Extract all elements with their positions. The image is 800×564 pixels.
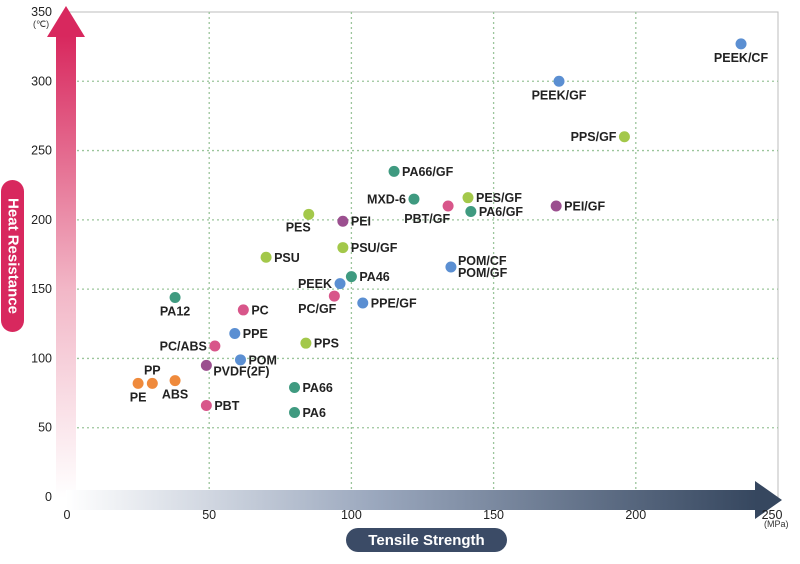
data-point-label: PA66 xyxy=(303,381,333,395)
axis-ticks: 0 50 100 150 200 250 300 350 0 50 100 150 200 250 xyxy=(31,5,782,522)
plot-frame xyxy=(66,11,779,498)
data-point-label: POM/CF xyxy=(458,254,507,268)
data-point-label: PBT xyxy=(214,399,239,413)
data-point-label: PE xyxy=(130,390,147,404)
data-point-label: PC/ABS xyxy=(160,339,207,353)
data-points: PEEK/CF PEEK/GF PPS/GF PA66/GF MXD-6 PES/GF PB… xyxy=(130,38,769,420)
data-point-label: PA66/GF xyxy=(402,165,454,179)
data-point xyxy=(229,327,241,339)
data-point xyxy=(388,165,400,177)
data-point-label: PA6/GF xyxy=(479,205,524,219)
data-point xyxy=(132,377,144,389)
data-point xyxy=(462,192,474,204)
data-point-label: PPS/GF xyxy=(571,130,617,144)
x-tick-label: 100 xyxy=(341,508,362,522)
data-point-label: PEEK/GF xyxy=(532,88,587,102)
data-point-label: PP xyxy=(144,363,161,377)
data-point xyxy=(200,400,212,412)
data-point xyxy=(408,193,420,205)
data-point-label: POM/GF xyxy=(458,266,508,280)
data-point xyxy=(289,406,301,418)
data-point-label: PA46 xyxy=(359,270,389,284)
data-point-label: PVDF(2F) xyxy=(213,364,269,378)
data-point xyxy=(237,304,249,316)
data-point xyxy=(234,354,246,366)
data-point-label: PES/GF xyxy=(476,191,522,205)
data-point-label: PPE/GF xyxy=(371,297,417,311)
y-tick-label: 350 xyxy=(31,5,52,19)
data-point xyxy=(200,359,212,371)
y-unit: (℃) xyxy=(33,19,49,29)
y-tick-label: 50 xyxy=(38,421,52,435)
data-point-label: PC xyxy=(251,303,268,317)
data-point xyxy=(465,206,477,218)
data-point xyxy=(553,75,565,87)
y-tick-label: 0 xyxy=(45,490,52,504)
data-point xyxy=(334,278,346,290)
x-unit: (MPa) xyxy=(764,519,789,529)
data-point-label: PES xyxy=(286,220,311,234)
data-point xyxy=(337,242,349,254)
data-point-label: MXD-6 xyxy=(367,193,406,207)
y-tick-label: 250 xyxy=(31,144,52,158)
x-axis-arrow xyxy=(66,481,782,519)
data-point xyxy=(146,377,158,389)
x-axis-title: Tensile Strength xyxy=(346,528,507,552)
data-point xyxy=(337,215,349,227)
y-axis-label: Heat Resistance xyxy=(5,198,22,314)
data-point-label: PEEK xyxy=(298,277,332,291)
y-axis-arrow xyxy=(47,6,85,498)
data-point xyxy=(169,375,181,387)
data-point xyxy=(169,291,181,303)
data-point-label: PBT/GF xyxy=(404,212,450,226)
data-point xyxy=(550,200,562,212)
data-point-label: PSU xyxy=(274,251,300,265)
data-point-label: PC/GF xyxy=(298,302,337,316)
data-point xyxy=(289,382,301,394)
y-tick-label: 100 xyxy=(31,351,52,365)
data-point-label: PSU/GF xyxy=(351,241,398,255)
y-tick-label: 150 xyxy=(31,282,52,296)
x-tick-label: 50 xyxy=(202,508,216,522)
data-point xyxy=(618,131,630,143)
data-point-label: PEI/GF xyxy=(564,200,605,214)
data-point xyxy=(345,271,357,283)
data-point-label: ABS xyxy=(162,388,188,402)
data-point xyxy=(357,297,369,309)
x-tick-label: 200 xyxy=(625,508,646,522)
data-point-label: PPS xyxy=(314,337,339,351)
data-point xyxy=(442,200,454,212)
data-point-label: PEI xyxy=(351,215,371,229)
data-point xyxy=(209,340,221,352)
data-point xyxy=(328,290,340,302)
data-point xyxy=(303,208,315,220)
x-tick-label: 150 xyxy=(483,508,504,522)
y-tick-label: 200 xyxy=(31,213,52,227)
data-point-label: POM xyxy=(248,353,276,367)
data-point xyxy=(735,38,747,50)
data-point xyxy=(300,337,312,349)
y-axis-title: Heat Resistance xyxy=(1,180,24,332)
data-point xyxy=(445,261,457,273)
data-point-label: PA12 xyxy=(160,304,190,318)
y-tick-label: 300 xyxy=(31,74,52,88)
x-tick-label: 250 xyxy=(762,508,783,522)
grid xyxy=(66,11,779,498)
x-tick-label: 0 xyxy=(64,508,71,522)
data-point-label: PPE xyxy=(243,327,268,341)
data-point-label: PA6 xyxy=(303,406,326,420)
data-point-label: PEEK/CF xyxy=(714,51,769,65)
data-point xyxy=(260,251,272,263)
x-axis-label: Tensile Strength xyxy=(368,532,484,549)
